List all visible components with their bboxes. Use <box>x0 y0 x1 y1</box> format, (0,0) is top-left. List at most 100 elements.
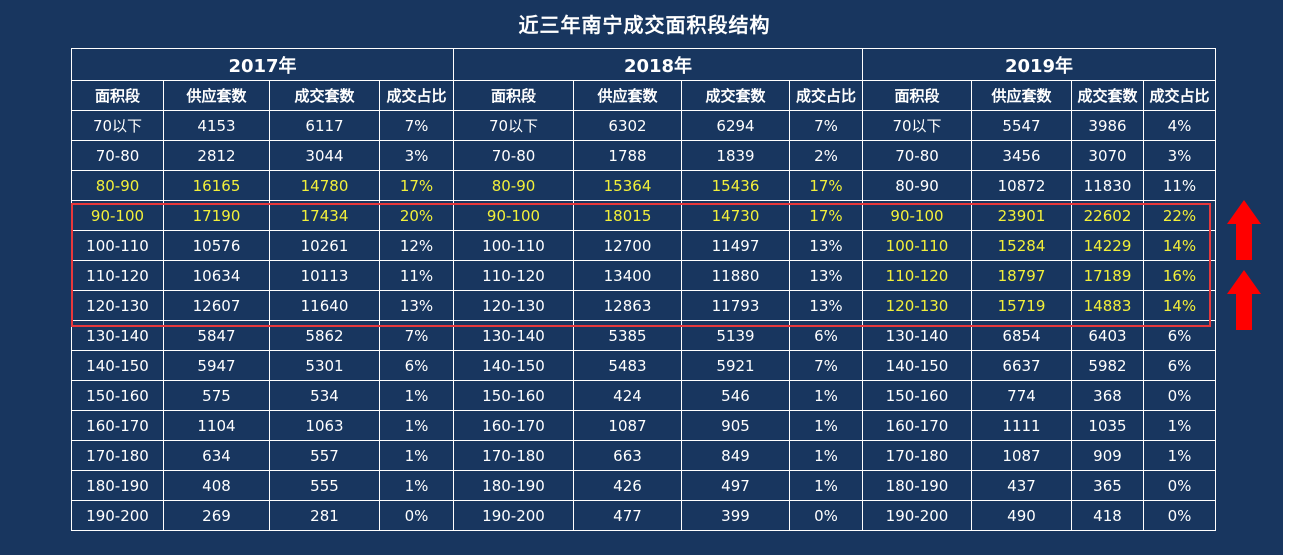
col-header-share: 成交占比 <box>1143 80 1216 111</box>
cell-2017-supply: 5847 <box>163 320 270 351</box>
cell-2018-segment: 120-130 <box>453 290 574 321</box>
cell-2019-supply: 490 <box>971 500 1072 531</box>
cell-2017-deal: 5862 <box>269 320 380 351</box>
cell-2017-segment: 130-140 <box>71 320 164 351</box>
cell-2017-segment: 140-150 <box>71 350 164 381</box>
col-header-supply: 供应套数 <box>573 80 682 111</box>
cell-2019-deal: 14883 <box>1071 290 1144 321</box>
table-row: 160-170 1104 1063 1% 160-170 1087 905 1% 160-170… <box>71 410 1216 441</box>
cell-2019-segment: 70-80 <box>862 140 972 171</box>
col-header-share: 成交占比 <box>379 80 454 111</box>
cell-2018-segment: 110-120 <box>453 260 574 291</box>
cell-2019-deal: 3070 <box>1071 140 1144 171</box>
year-2018-header: 2018年 <box>453 48 863 81</box>
cell-2018-segment: 130-140 <box>453 320 574 351</box>
cell-2019-share: 6% <box>1143 320 1216 351</box>
cell-2017-share: 7% <box>379 320 454 351</box>
table-row: 70-80 2812 3044 3% 70-80 1788 1839 2% 70-80 3456 3… <box>71 140 1216 171</box>
cell-2018-deal: 1839 <box>681 140 790 171</box>
cell-2017-deal: 14780 <box>269 170 380 201</box>
cell-2018-supply: 1087 <box>573 410 682 441</box>
cell-2018-deal: 15436 <box>681 170 790 201</box>
cell-2018-segment: 190-200 <box>453 500 574 531</box>
column-header-row: 面积段 供应套数 成交套数 成交占比 面积段 供应套数 成交套数 成交占比 面积… <box>71 80 1216 111</box>
cell-2018-segment: 180-190 <box>453 470 574 501</box>
cell-2018-deal: 849 <box>681 440 790 471</box>
cell-2019-share: 3% <box>1143 140 1216 171</box>
cell-2017-supply: 12607 <box>163 290 270 321</box>
cell-2017-deal: 17434 <box>269 200 380 231</box>
cell-2018-share: 1% <box>789 440 863 471</box>
cell-2017-segment: 100-110 <box>71 230 164 261</box>
cell-2017-supply: 16165 <box>163 170 270 201</box>
cell-2017-deal: 534 <box>269 380 380 411</box>
cell-2019-segment: 80-90 <box>862 170 972 201</box>
cell-2019-share: 16% <box>1143 260 1216 291</box>
cell-2018-share: 13% <box>789 290 863 321</box>
cell-2019-deal: 1035 <box>1071 410 1144 441</box>
cell-2018-supply: 12700 <box>573 230 682 261</box>
year-2017-header: 2017年 <box>71 48 454 81</box>
cell-2018-deal: 11793 <box>681 290 790 321</box>
cell-2018-segment: 170-180 <box>453 440 574 471</box>
table-row: 120-130 12607 11640 13% 120-130 12863 11793 13%… <box>71 290 1216 321</box>
cell-2019-segment: 90-100 <box>862 200 972 231</box>
cell-2017-segment: 120-130 <box>71 290 164 321</box>
cell-2018-share: 1% <box>789 410 863 441</box>
cell-2017-supply: 408 <box>163 470 270 501</box>
cell-2017-share: 1% <box>379 470 454 501</box>
cell-2018-supply: 13400 <box>573 260 682 291</box>
cell-2017-share: 1% <box>379 380 454 411</box>
cell-2017-supply: 10576 <box>163 230 270 261</box>
cell-2019-segment: 120-130 <box>862 290 972 321</box>
cell-2019-supply: 437 <box>971 470 1072 501</box>
cell-2019-supply: 6854 <box>971 320 1072 351</box>
cell-2019-supply: 10872 <box>971 170 1072 201</box>
up-arrow-icon <box>1227 200 1261 260</box>
cell-2017-deal: 10113 <box>269 260 380 291</box>
col-header-share: 成交占比 <box>789 80 863 111</box>
cell-2018-deal: 5921 <box>681 350 790 381</box>
cell-2017-segment: 110-120 <box>71 260 164 291</box>
cell-2018-segment: 160-170 <box>453 410 574 441</box>
cell-2017-share: 11% <box>379 260 454 291</box>
cell-2018-share: 2% <box>789 140 863 171</box>
cell-2018-segment: 90-100 <box>453 200 574 231</box>
cell-2018-supply: 663 <box>573 440 682 471</box>
col-header-supply: 供应套数 <box>163 80 270 111</box>
cell-2018-segment: 80-90 <box>453 170 574 201</box>
cell-2018-deal: 546 <box>681 380 790 411</box>
cell-2019-supply: 6637 <box>971 350 1072 381</box>
cell-2018-supply: 477 <box>573 500 682 531</box>
cell-2017-share: 3% <box>379 140 454 171</box>
cell-2018-segment: 150-160 <box>453 380 574 411</box>
col-header-deal: 成交套数 <box>1071 80 1144 111</box>
cell-2018-supply: 15364 <box>573 170 682 201</box>
cell-2017-segment: 160-170 <box>71 410 164 441</box>
cell-2018-supply: 6302 <box>573 110 682 141</box>
table-row: 80-90 16165 14780 17% 80-90 15364 15436 17% 80-9… <box>71 170 1216 201</box>
cell-2018-segment: 70以下 <box>453 110 574 141</box>
col-header-deal: 成交套数 <box>269 80 380 111</box>
table-row: 190-200 269 281 0% 190-200 477 399 0% 190-200 490… <box>71 500 1216 531</box>
cell-2019-deal: 17189 <box>1071 260 1144 291</box>
cell-2017-deal: 3044 <box>269 140 380 171</box>
cell-2018-share: 13% <box>789 260 863 291</box>
table-row: 170-180 634 557 1% 170-180 663 849 1% 170-180 108… <box>71 440 1216 471</box>
table-row: 70以下 4153 6117 7% 70以下 6302 6294 7% 70以下 5547 3986… <box>71 110 1216 141</box>
cell-2018-share: 1% <box>789 470 863 501</box>
cell-2019-share: 6% <box>1143 350 1216 381</box>
table-row: 100-110 10576 10261 12% 100-110 12700 11497 13%… <box>71 230 1216 261</box>
cell-2019-share: 14% <box>1143 230 1216 261</box>
cell-2017-supply: 5947 <box>163 350 270 381</box>
cell-2018-deal: 11497 <box>681 230 790 261</box>
cell-2019-deal: 6403 <box>1071 320 1144 351</box>
cell-2019-share: 1% <box>1143 440 1216 471</box>
cell-2018-supply: 424 <box>573 380 682 411</box>
cell-2019-deal: 3986 <box>1071 110 1144 141</box>
cell-2019-share: 14% <box>1143 290 1216 321</box>
cell-2019-segment: 130-140 <box>862 320 972 351</box>
cell-2017-deal: 1063 <box>269 410 380 441</box>
cell-2019-supply: 1111 <box>971 410 1072 441</box>
cell-2018-segment: 70-80 <box>453 140 574 171</box>
